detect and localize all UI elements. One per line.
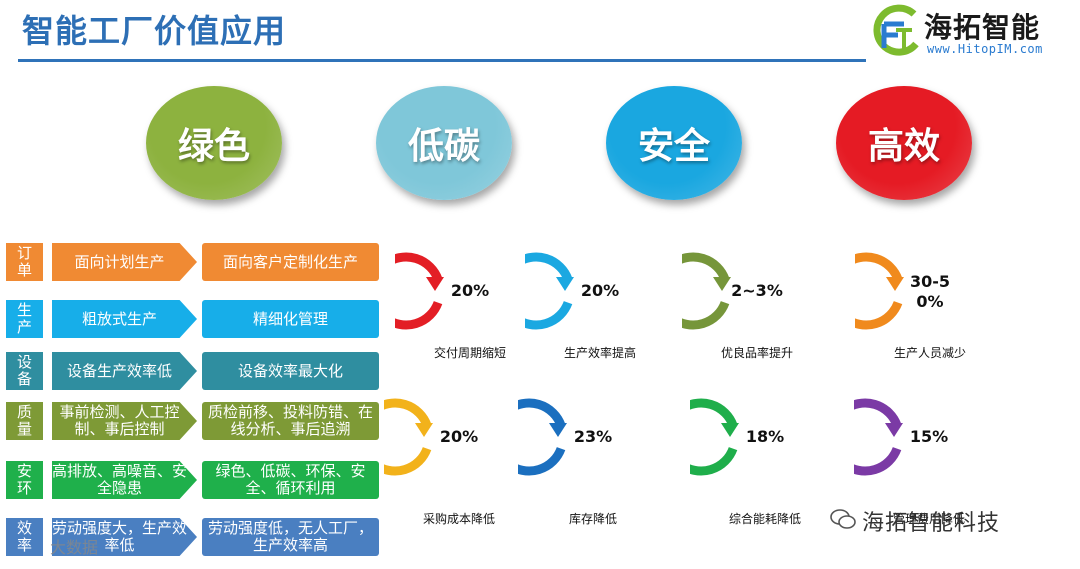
transformation-row: 设备 设备生产效率低 设备效率最大化: [6, 352, 386, 390]
metric-arrow-icon: [885, 423, 903, 437]
metric-ring-icon: [690, 398, 739, 476]
row-after-state: 面向客户定制化生产: [202, 243, 379, 281]
row-before-state: 设备生产效率低: [52, 352, 197, 390]
metric-caption: 生产效率提高: [563, 346, 636, 360]
row-after-state: 设备效率最大化: [202, 352, 379, 390]
row-before-state: 高排放、高噪音、安全隐患: [52, 461, 197, 499]
metric-ring-icon: [682, 252, 731, 330]
metric-caption: 优良品率提升: [720, 346, 793, 360]
row-category-label: 订单: [6, 243, 43, 281]
metric-arrow-icon: [721, 423, 739, 437]
metric-value: 23%: [573, 427, 613, 446]
metric-7: 18% 综合能耗降低: [690, 362, 840, 526]
metric-arrow-icon: [886, 277, 904, 291]
transformation-row: 质量 事前检测、人工控制、事后控制 质检前移、投料防错、在线分析、事后追溯: [6, 402, 386, 440]
row-after-state: 精细化管理: [202, 300, 379, 338]
row-before-state: 事前检测、人工控制、事后控制: [52, 402, 197, 440]
row-before-state: 面向计划生产: [52, 243, 197, 281]
row-before-state: 粗放式生产: [52, 300, 197, 338]
company-logo: 海拓智能 www.HitopIM.com: [870, 4, 1075, 62]
value-ellipse-4: 高效: [836, 86, 972, 200]
transformation-row: 安环 高排放、高噪音、安全隐患 绿色、低碳、环保、安全、循环利用: [6, 461, 386, 499]
watermark-left: 大数据: [50, 538, 99, 557]
watermark-text: 海拓智能科技: [862, 511, 1001, 536]
row-after-state: 质检前移、投料防错、在线分析、事后追溯: [202, 402, 379, 440]
row-after-state: 劳动强度低，无人工厂，生产效率高: [202, 518, 379, 556]
metric-2: 20% 生产效率提高: [525, 216, 675, 366]
metric-caption: 交付周期缩短: [433, 346, 506, 360]
metric-caption: 管理费用降低: [892, 512, 965, 526]
value-ellipse-3: 安全: [606, 86, 742, 200]
metric-ring-icon: [525, 252, 574, 330]
row-category-label: 安环: [6, 461, 43, 499]
metric-ring-icon: [854, 398, 903, 476]
metric-caption: 综合能耗降低: [728, 512, 801, 526]
metric-value: 2~3%: [731, 281, 783, 300]
row-category-label: 质量: [6, 402, 43, 440]
metric-arrow-icon: [556, 277, 574, 291]
metric-caption: 生产人员减少: [893, 346, 966, 360]
transformation-row: 生产 粗放式生产 精细化管理: [6, 300, 386, 338]
row-after-state: 绿色、低碳、环保、安全、循环利用: [202, 461, 379, 499]
value-ellipse-1: 绿色: [146, 86, 282, 200]
metric-ring-icon: [518, 398, 567, 476]
row-before-state: 劳动强度大，生产效率低: [52, 518, 197, 556]
metric-6: 23% 库存降低: [518, 362, 668, 526]
metric-caption: 采购成本降低: [422, 512, 495, 526]
value-ellipse-2: 低碳: [376, 86, 512, 200]
metric-value: 18%: [745, 427, 785, 446]
metric-arrow-icon: [415, 423, 433, 437]
logo-mark-icon: [873, 4, 919, 56]
metric-arrow-icon: [713, 277, 731, 291]
metric-caption: 库存降低: [568, 512, 617, 526]
row-category-label: 效率: [6, 518, 43, 556]
row-category-label: 生产: [6, 300, 43, 338]
metric-3: 2~3% 优良品率提升: [682, 216, 832, 366]
metric-value: 20%: [580, 281, 620, 300]
row-category-label: 设备: [6, 352, 43, 390]
transformation-row: 效率 劳动强度大，生产效率低 劳动强度低，无人工厂，生产效率高: [6, 518, 386, 556]
title-underline: [18, 59, 866, 62]
metric-arrow-icon: [426, 277, 444, 291]
page-title: 智能工厂价值应用: [22, 12, 287, 50]
metric-arrow-icon: [549, 423, 567, 437]
metric-4: 30-50% 生产人员减少: [855, 216, 1005, 366]
metric-value: 15%: [909, 427, 949, 446]
metric-1: 20% 交付周期缩短: [395, 216, 545, 366]
transformation-row: 订单 面向计划生产 面向客户定制化生产: [6, 243, 386, 281]
metric-ring-icon: [395, 252, 444, 330]
metric-value: 20%: [439, 427, 479, 446]
metric-ring-icon: [384, 398, 433, 476]
metric-value: 30-50%: [909, 272, 951, 311]
metric-5: 20% 采购成本降低: [384, 362, 534, 526]
wechat-icon: [830, 509, 856, 529]
logo-name: 海拓智能: [924, 11, 1041, 44]
metric-value: 20%: [450, 281, 490, 300]
metric-8: 15% 管理费用降低: [854, 362, 1004, 526]
metric-ring-icon: [855, 252, 904, 330]
logo-url: www.HitopIM.com: [927, 42, 1043, 56]
